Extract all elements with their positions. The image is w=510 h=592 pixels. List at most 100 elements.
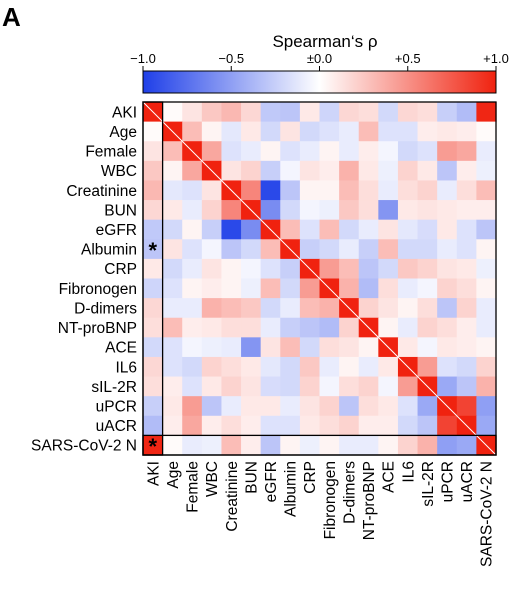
heatmap-cell	[182, 219, 203, 240]
heatmap-cell	[182, 258, 203, 280]
heatmap-cell	[201, 298, 223, 319]
heatmap-cell	[241, 219, 262, 240]
heatmap-cell	[456, 121, 477, 142]
colorbar-tick-label: −0.5	[218, 51, 244, 66]
heatmap-cell	[241, 396, 262, 417]
heatmap-cell	[476, 337, 497, 358]
heatmap-cell	[260, 337, 281, 358]
heatmap-cell	[339, 317, 360, 338]
heatmap-cell	[476, 160, 497, 182]
heatmap-cell	[280, 415, 301, 436]
column-label: BUN	[243, 461, 260, 494]
heatmap-cell	[162, 278, 183, 299]
heatmap-cell	[241, 298, 262, 319]
heatmap-cell	[397, 160, 419, 182]
heatmap-cell	[182, 239, 203, 260]
heatmap-cell	[241, 239, 262, 260]
heatmap-cell	[456, 180, 477, 201]
heatmap-cell	[476, 396, 497, 417]
heatmap-cell	[319, 356, 340, 378]
heatmap-cell	[182, 180, 203, 201]
heatmap-cell	[241, 337, 262, 358]
heatmap-cell	[437, 239, 458, 260]
heatmap-cell	[319, 337, 340, 358]
heatmap-cell	[260, 160, 281, 182]
heatmap-cell	[201, 337, 223, 358]
heatmap-cell	[358, 278, 379, 299]
heatmap-cell	[280, 219, 301, 240]
heatmap-cell	[339, 435, 360, 456]
colorbar-gradient	[142, 70, 497, 94]
heatmap-cell	[437, 102, 458, 123]
column-label: sIL-2R	[420, 461, 437, 507]
heatmap-cell	[339, 102, 360, 123]
heatmap-cell	[143, 435, 164, 456]
heatmap-cell	[241, 141, 262, 162]
heatmap-cell	[397, 121, 419, 142]
row-label: AKI	[112, 104, 137, 121]
heatmap-cell	[143, 121, 164, 142]
heatmap-cell	[339, 376, 360, 397]
colorbar-tick-label: ±0.0	[307, 51, 332, 66]
heatmap-cell	[358, 298, 379, 319]
heatmap-cell	[456, 278, 477, 299]
heatmap-cell	[299, 356, 321, 378]
heatmap-cell	[378, 258, 399, 280]
heatmap-cell	[319, 160, 340, 182]
heatmap-cell	[437, 160, 458, 182]
heatmap-cell	[143, 219, 164, 240]
heatmap-cell	[280, 180, 301, 201]
heatmap-cell	[378, 219, 399, 240]
heatmap-cell	[397, 258, 419, 280]
heatmap-cell	[397, 376, 419, 397]
heatmap-cell	[162, 356, 183, 378]
column-label: AKI	[145, 461, 162, 486]
heatmap-cell	[339, 200, 360, 221]
heatmap-cell	[378, 180, 399, 201]
heatmap-cell	[417, 180, 438, 201]
row-label: uPCR	[96, 398, 137, 415]
heatmap-cell	[378, 396, 399, 417]
heatmap-cell	[319, 219, 340, 240]
heatmap-cell	[456, 298, 477, 319]
row-label: Fibronogen	[59, 281, 137, 298]
heatmap-cell	[143, 200, 164, 221]
heatmap-cell	[299, 278, 321, 299]
heatmap-cell	[299, 337, 321, 358]
column-label: uPCR	[439, 461, 456, 502]
heatmap-cell	[319, 376, 340, 397]
row-label: CRP	[104, 261, 137, 278]
heatmap-cell	[280, 278, 301, 299]
heatmap-cell	[182, 160, 203, 182]
colorbar-tick-label: +1.0	[483, 51, 509, 66]
heatmap-cell	[339, 278, 360, 299]
heatmap-cell	[280, 141, 301, 162]
heatmap-cell	[201, 415, 223, 436]
heatmap-cell	[397, 219, 419, 240]
heatmap-cell	[358, 102, 379, 123]
column-label: Albumin	[283, 461, 300, 517]
heatmap-cell	[456, 337, 477, 358]
heatmap-cell	[476, 141, 497, 162]
heatmap-cell	[358, 180, 379, 201]
heatmap-cell	[182, 298, 203, 319]
heatmap-cell	[456, 435, 477, 456]
heatmap-cell	[162, 141, 183, 162]
heatmap-cell	[456, 200, 477, 221]
heatmap-cell	[319, 180, 340, 201]
heatmap-cell	[162, 160, 183, 182]
heatmap-cell	[260, 415, 281, 436]
heatmap-cell	[456, 239, 477, 260]
heatmap-cell	[437, 219, 458, 240]
heatmap-cell	[280, 200, 301, 221]
heatmap-cell	[182, 200, 203, 221]
heatmap-cell	[241, 160, 262, 182]
heatmap-cell	[378, 239, 399, 260]
heatmap-cell	[143, 415, 164, 436]
heatmap-cell	[221, 396, 242, 417]
heatmap-cell	[299, 435, 321, 456]
heatmap-cell	[378, 102, 399, 123]
heatmap-cell	[162, 258, 183, 280]
column-label: Creatinine	[224, 461, 241, 532]
heatmap-cell	[260, 141, 281, 162]
